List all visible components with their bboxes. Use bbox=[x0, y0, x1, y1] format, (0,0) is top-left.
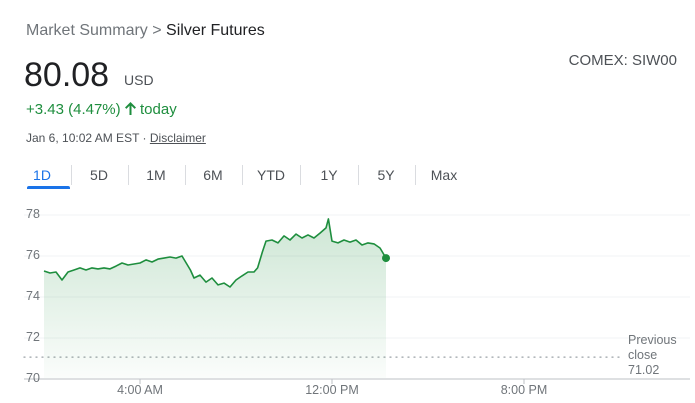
change-value: +3.43 (4.47%) bbox=[26, 101, 121, 118]
tab[interactable]: 1Y bbox=[320, 167, 338, 183]
tab-separator bbox=[242, 165, 243, 185]
change: +3.43 (4.47%) today bbox=[26, 101, 177, 118]
tab[interactable]: Max bbox=[430, 167, 458, 183]
previous-close-label: Previous close bbox=[628, 333, 677, 362]
disclaimer-link[interactable]: Disclaimer bbox=[149, 131, 206, 145]
y-tick-label: 78 bbox=[26, 207, 40, 221]
tab[interactable]: 1M bbox=[146, 167, 166, 183]
timestamp-row: Jan 6, 10:02 AM EST · Disclaimer bbox=[26, 131, 206, 145]
y-tick-label: 76 bbox=[26, 248, 40, 262]
tab-separator bbox=[184, 165, 186, 185]
timestamp: Jan 6, 10:02 AM EST bbox=[26, 131, 140, 145]
y-tick-label: 72 bbox=[26, 330, 40, 344]
area bbox=[44, 218, 386, 378]
y-tick-label: 74 bbox=[26, 289, 40, 303]
tab-separator bbox=[70, 165, 72, 185]
price-line bbox=[43, 218, 387, 288]
breadcrumb-separator: > bbox=[152, 22, 162, 39]
x-tick-label: 4:00 AM bbox=[117, 383, 163, 397]
tab-separator bbox=[300, 165, 301, 185]
last-point bbox=[382, 254, 390, 263]
breadcrumb-current: Silver Futures bbox=[166, 22, 265, 39]
breadcrumb-parent[interactable]: Market Summary bbox=[26, 22, 148, 39]
currency: USD bbox=[124, 72, 154, 88]
price: 80.08 bbox=[24, 56, 110, 94]
active-tab-underline bbox=[27, 186, 70, 189]
tab[interactable]: 6M bbox=[203, 167, 223, 183]
exchange: COMEX: SIW00 bbox=[568, 52, 677, 69]
y-tick-label: 70 bbox=[26, 371, 40, 385]
tab[interactable]: 5D bbox=[90, 167, 108, 183]
change-period: today bbox=[140, 101, 177, 118]
previous-close-value: 71.02 bbox=[628, 363, 660, 377]
tab[interactable]: 1D bbox=[33, 167, 51, 183]
dot: · bbox=[142, 131, 147, 145]
tab-separator bbox=[357, 165, 359, 185]
tab[interactable]: 5Y bbox=[377, 167, 395, 183]
up-arrow bbox=[124, 102, 136, 115]
x-tick-label: 8:00 PM bbox=[501, 383, 548, 397]
tab-separator bbox=[415, 165, 416, 185]
tab-separator bbox=[127, 165, 129, 185]
breadcrumb: Market Summary > Silver Futures bbox=[26, 22, 265, 40]
x-tick-label: 12:00 PM bbox=[305, 383, 359, 397]
tab[interactable]: YTD bbox=[257, 167, 285, 183]
